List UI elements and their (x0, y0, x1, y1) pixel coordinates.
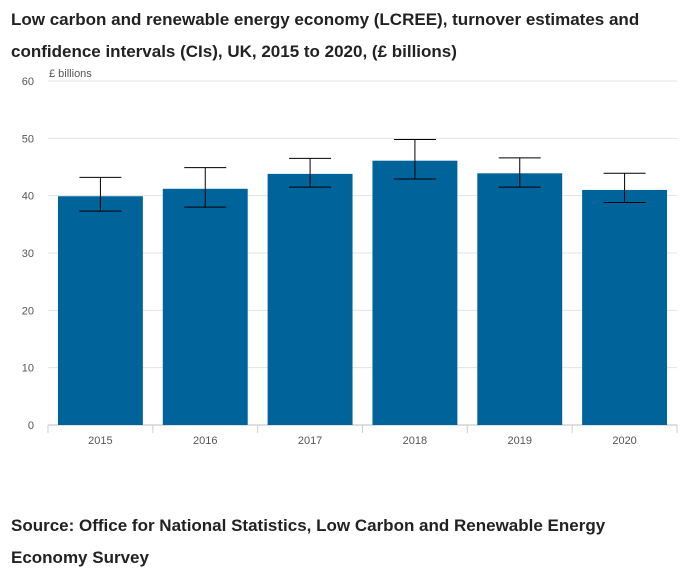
x-tick-label: 2018 (403, 435, 427, 447)
y-tick-label: 60 (22, 76, 34, 88)
bars (57, 160, 668, 425)
x-axis: 2015 2016 2017 2018 2019 2020 (47, 425, 678, 447)
error-bar-2015 (79, 176, 122, 212)
bar-2017 (267, 173, 353, 425)
y-tick-label: 10 (22, 363, 34, 375)
bar-2020 (582, 189, 668, 425)
y-tick-label: 20 (22, 305, 34, 317)
y-axis-unit-label: £ billions (49, 68, 92, 80)
bar-2018 (372, 160, 458, 425)
x-tick-label: 2017 (298, 435, 322, 447)
y-tick-label: 0 (28, 420, 34, 432)
bar-2015 (57, 196, 143, 425)
y-axis: 0 10 20 30 40 50 60 (22, 76, 34, 432)
y-tick-label: 40 (22, 191, 34, 203)
chart-title: Low carbon and renewable energy economy … (11, 10, 640, 61)
x-tick-label: 2016 (193, 435, 217, 447)
error-bar-2019 (498, 157, 541, 188)
bar-2019 (477, 173, 563, 425)
y-tick-label: 50 (22, 133, 34, 145)
error-bar-2017 (289, 157, 332, 188)
error-bar-2016 (184, 167, 227, 208)
x-tick-label: 2019 (508, 435, 532, 447)
x-tick-label: 2020 (612, 435, 636, 447)
source-note: Source: Office for National Statistics, … (11, 516, 606, 567)
error-bar-2018 (393, 138, 436, 180)
error-bar-2020 (603, 172, 646, 204)
y-tick-label: 30 (22, 248, 34, 260)
bar-2016 (162, 188, 248, 425)
x-tick-label: 2015 (88, 435, 112, 447)
error-bars (79, 138, 646, 212)
